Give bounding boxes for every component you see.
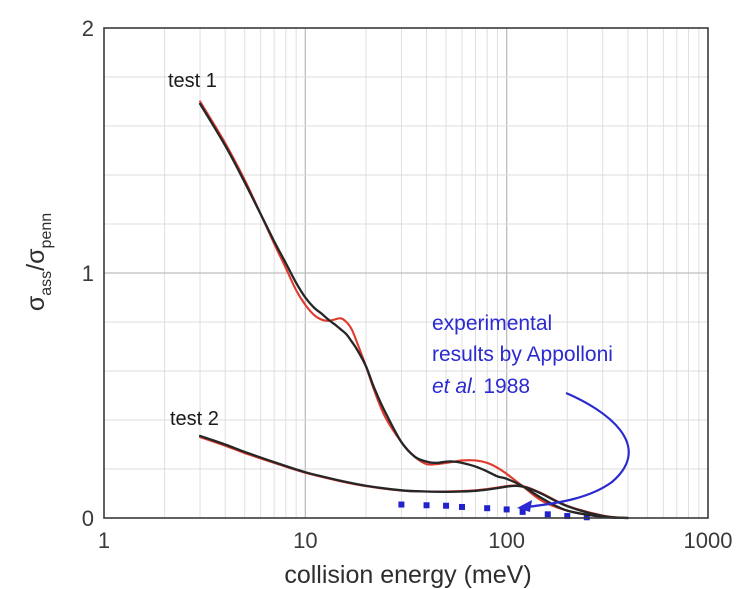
- experimental-point: [484, 505, 491, 512]
- experimental-point: [564, 513, 571, 520]
- experimental-annotation-line-1: experimental: [432, 312, 552, 335]
- grid: [104, 28, 708, 518]
- y-axis-sub-2: penn: [38, 213, 55, 249]
- y-tick-label: 0: [82, 506, 94, 531]
- test2-label: test 2: [170, 408, 219, 430]
- y-tick-label: 1: [82, 261, 94, 286]
- curves: [198, 100, 630, 520]
- test-2-black-curve: [198, 434, 630, 520]
- experimental-annotation-line-3-italic: et al.: [432, 375, 478, 398]
- experimental-point: [398, 501, 405, 508]
- experimental-annotation-line-2: results by Appolloni: [432, 343, 613, 366]
- y-axis-symbol-1: σ: [22, 295, 50, 311]
- y-axis-symbol-2: σ: [22, 248, 50, 264]
- experimental-point: [443, 502, 450, 509]
- experimental-point: [423, 502, 430, 509]
- experimental-point: [503, 506, 510, 513]
- experimental-annotation-line-3-rest: 1988: [478, 375, 531, 398]
- annotation-arrow: [526, 391, 630, 509]
- y-tick-labels: 0 1 2: [82, 16, 94, 531]
- x-tick-label: 10: [293, 528, 317, 553]
- experimental-annotation: experimental results by Appolloni et al.…: [432, 312, 619, 398]
- x-axis-title: collision energy (meV): [284, 561, 531, 589]
- test-1-black-curve: [198, 102, 630, 520]
- experimental-point: [459, 503, 466, 510]
- y-axis-title: σass/σpenn: [22, 213, 55, 311]
- y-axis-sub-1: ass: [38, 271, 55, 296]
- experimental-point: [519, 508, 526, 515]
- x-tick-label: 1: [98, 528, 110, 553]
- plot-frame: [103, 27, 709, 519]
- experimental-point: [544, 511, 551, 518]
- annotation-arrowhead: [517, 500, 532, 512]
- y-tick-label: 2: [82, 16, 94, 41]
- x-tick-label: 100: [488, 528, 525, 553]
- y-axis-slash: /: [22, 264, 50, 271]
- x-tick-label: 1000: [684, 528, 733, 553]
- test1-label: test 1: [168, 70, 217, 92]
- x-tick-labels: 1 10 100 1000: [98, 528, 733, 553]
